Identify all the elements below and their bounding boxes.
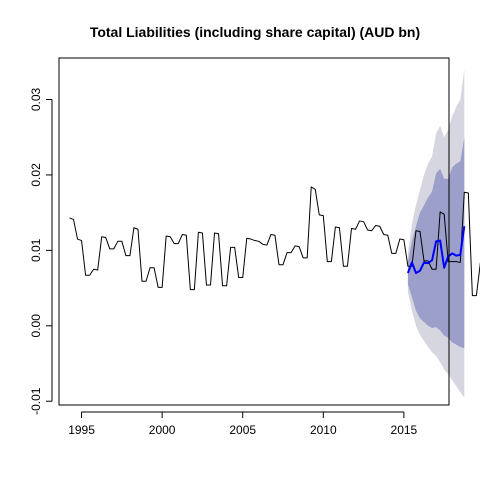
y-tick-label: 0.02 bbox=[29, 163, 43, 187]
forecast-line bbox=[406, 226, 466, 274]
y-tick-label: 0.00 bbox=[29, 314, 43, 338]
x-tick-label: 1995 bbox=[68, 423, 95, 437]
history-series bbox=[69, 186, 480, 297]
x-axis: 1995 2000 2005 2010 2015 bbox=[68, 411, 418, 437]
y-axis: -0.01 0.00 0.01 0.02 0.03 bbox=[29, 87, 53, 415]
x-tick-label: 2015 bbox=[391, 423, 418, 437]
history-line bbox=[69, 186, 480, 297]
forecast-series bbox=[406, 226, 466, 274]
y-tick-label: 0.03 bbox=[29, 87, 43, 111]
y-tick-label: -0.01 bbox=[29, 387, 43, 415]
plot-frame bbox=[58, 57, 450, 406]
x-tick-label: 2005 bbox=[229, 423, 256, 437]
y-tick-label: 0.01 bbox=[29, 238, 43, 262]
chart-title: Total Liabilities (including share capit… bbox=[90, 24, 420, 40]
x-tick-label: 2010 bbox=[310, 423, 337, 437]
x-tick-label: 2000 bbox=[149, 423, 176, 437]
